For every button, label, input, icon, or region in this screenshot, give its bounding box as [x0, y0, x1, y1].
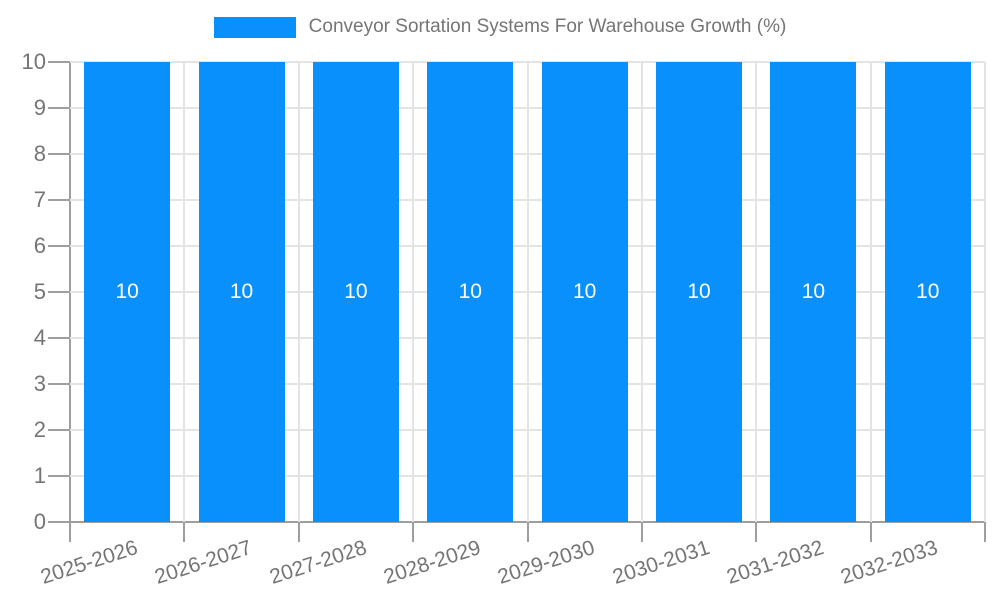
x-tick-mark [297, 522, 300, 542]
bar-2025-2026[interactable]: 10 [84, 62, 171, 522]
x-tick-label: 2027-2028 [266, 536, 370, 589]
y-tick-mark [48, 199, 70, 201]
v-gridline [526, 62, 529, 522]
x-tick-mark [526, 522, 529, 542]
y-tick-label: 8 [33, 141, 46, 166]
y-axis-line [69, 62, 71, 542]
y-tick-mark [48, 337, 70, 339]
v-gridline [297, 62, 300, 522]
y-tick-mark [48, 107, 70, 109]
y-tick-label: 2 [33, 417, 46, 442]
y-tick-mark [48, 153, 70, 155]
v-gridline [984, 62, 986, 522]
x-tick-label: 2031-2032 [723, 536, 827, 589]
bar-2027-2028[interactable]: 10 [312, 62, 399, 522]
x-tick-mark [869, 522, 872, 542]
y-tick-label: 1 [33, 463, 46, 488]
y-tick-mark [48, 475, 70, 477]
y-tick-label: 5 [33, 279, 46, 304]
bar-value-label: 10 [573, 280, 597, 303]
y-tick-mark [48, 291, 70, 293]
bar-value-label: 10 [115, 280, 139, 303]
legend-swatch [213, 16, 296, 38]
y-tick-mark [48, 383, 70, 385]
bar-value-label: 10 [916, 280, 940, 303]
bar-2030-2031[interactable]: 10 [656, 62, 743, 522]
bar-2029-2030[interactable]: 10 [541, 62, 628, 522]
y-tick-label: 4 [33, 325, 46, 350]
bar-value-label: 10 [344, 280, 368, 303]
v-gridline [183, 62, 186, 522]
chart-legend[interactable]: Conveyor Sortation Systems For Warehouse… [0, 16, 1000, 38]
v-gridline [412, 62, 415, 522]
chart-title: Conveyor Sortation Systems For Warehouse… [308, 16, 787, 37]
v-gridline [869, 62, 872, 522]
x-tick-mark [640, 522, 643, 542]
bar-2028-2029[interactable]: 10 [427, 62, 514, 522]
x-tick-label: 2025-2026 [37, 536, 141, 589]
bar-value-label: 10 [229, 280, 254, 303]
v-gridline [640, 62, 643, 522]
x-tick-label: 2030-2031 [609, 536, 713, 589]
y-tick-label: 10 [21, 49, 46, 74]
x-tick-label: 2032-2033 [838, 536, 941, 589]
y-tick-mark [48, 245, 70, 247]
x-tick-mark [412, 522, 415, 542]
x-tick-label: 2028-2029 [380, 536, 484, 589]
bar-value-label: 10 [458, 280, 482, 303]
v-gridline [755, 62, 758, 522]
y-tick-mark [48, 429, 70, 431]
y-tick-label: 6 [33, 233, 46, 258]
plot-area: 10 10 10 10 10 10 10 10 [70, 61, 986, 522]
y-tick-label: 3 [33, 371, 46, 396]
bar-value-label: 10 [687, 280, 711, 303]
y-tick-mark [48, 61, 70, 63]
bar-2031-2032[interactable]: 10 [770, 62, 857, 522]
x-tick-mark [755, 522, 758, 542]
x-tick-mark [984, 522, 986, 542]
x-tick-label: 2029-2030 [495, 536, 598, 589]
bar-2026-2027[interactable]: 10 [198, 62, 285, 522]
bar-2032-2033[interactable]: 10 [884, 62, 971, 522]
y-tick-mark [48, 521, 70, 523]
y-tick-label: 9 [33, 95, 46, 120]
bar-value-label: 10 [801, 280, 826, 303]
y-tick-label: 0 [33, 509, 46, 534]
x-tick-label: 2026-2027 [152, 536, 255, 589]
x-tick-mark [183, 522, 186, 542]
y-tick-label: 7 [33, 187, 46, 212]
